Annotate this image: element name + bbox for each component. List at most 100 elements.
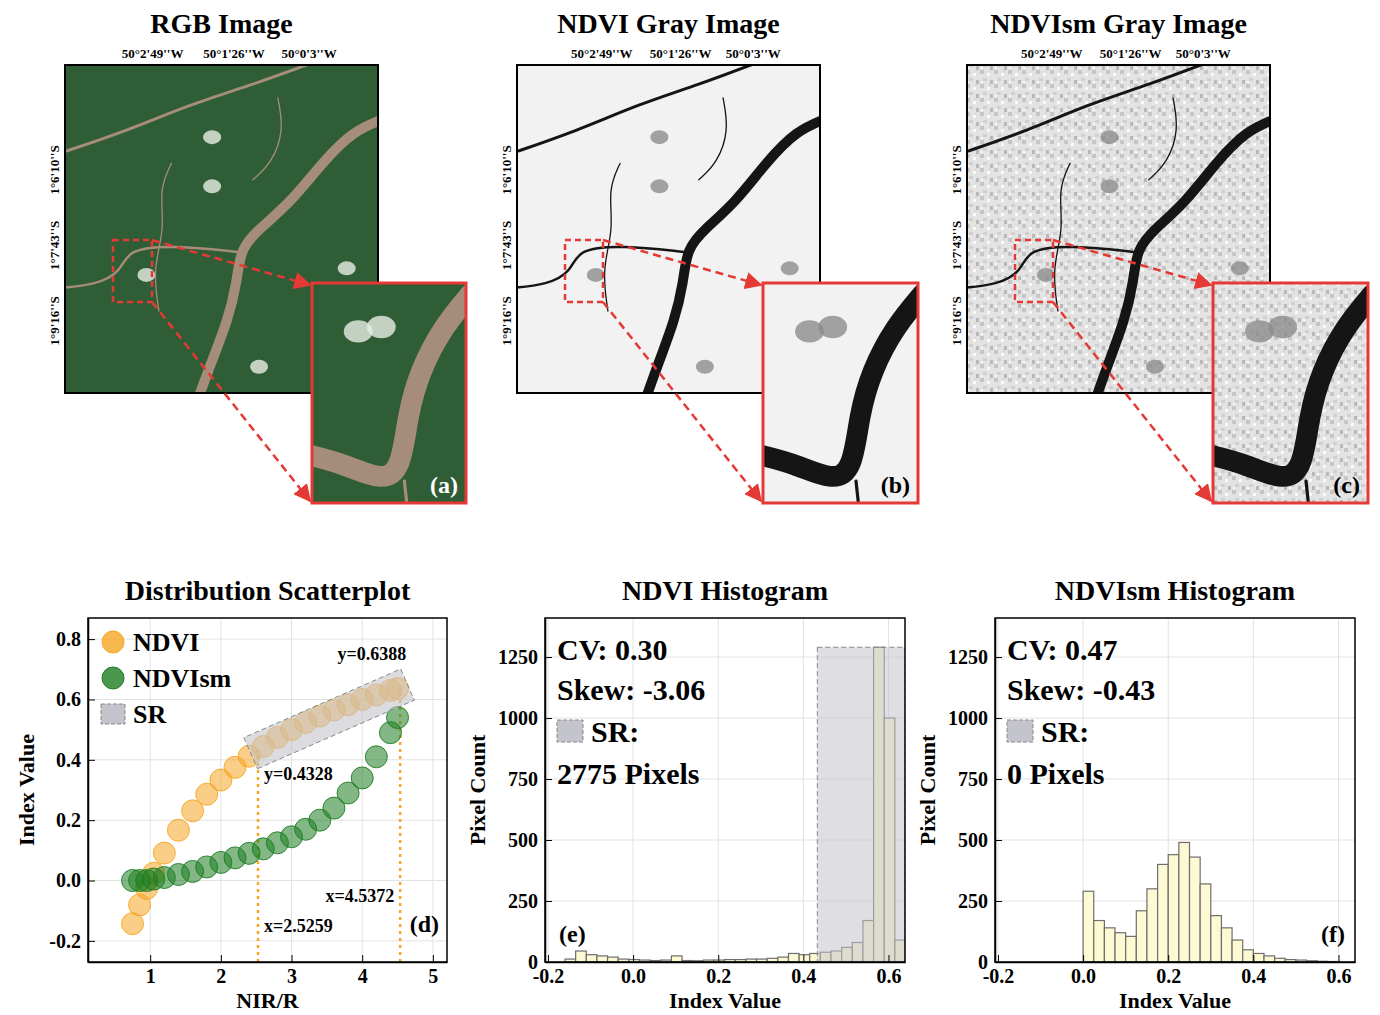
- y-tick: -0.2: [49, 930, 95, 952]
- point: [351, 767, 373, 789]
- y-tick-label: 750: [958, 768, 988, 790]
- zoom-arrow: [603, 240, 761, 285]
- image-patch: [250, 360, 268, 374]
- bar: [1126, 936, 1137, 962]
- y-tick: 1250: [498, 646, 552, 668]
- stat-label: Skew: -0.43: [1007, 673, 1155, 706]
- zoom-arrow: [152, 302, 310, 501]
- inset-frame: [763, 283, 918, 503]
- bar: [1243, 950, 1254, 962]
- image-patch: [203, 179, 221, 193]
- image-panel: NDVI Gray Image50°2'49''W50°1'26''W50°0'…: [499, 8, 923, 510]
- legend: NDVINDVIsmSR: [101, 628, 232, 729]
- x-tick-mark: [548, 955, 549, 962]
- x-axis-title: NIR/R: [236, 988, 299, 1013]
- latitude-label: 1°9'16''S: [499, 296, 514, 345]
- legend-label: NDVIsm: [133, 664, 232, 693]
- chart-title: NDVI Histogram: [622, 575, 828, 606]
- y-axis-line: [88, 619, 90, 963]
- stats: CV: 0.47Skew: -0.43SR:0 Pixels: [1007, 633, 1155, 790]
- y-tick: 750: [508, 768, 552, 790]
- y-tick-label: 250: [958, 890, 988, 912]
- x-tick-label: 0.0: [1071, 965, 1096, 987]
- y-tick-mark: [995, 657, 1002, 658]
- image-patch: [1100, 130, 1118, 144]
- grid-line: [997, 618, 998, 962]
- river: [856, 481, 859, 503]
- latitude-label: 1°7'43''S: [499, 221, 514, 270]
- zoom-box: [113, 240, 152, 302]
- river: [1213, 294, 1368, 476]
- x-axis-title: Index Value: [1119, 988, 1231, 1013]
- grid-line: [88, 940, 447, 941]
- bar: [1136, 911, 1147, 962]
- y-tick-mark: [88, 820, 95, 821]
- bar: [799, 955, 810, 962]
- x-tick-mark: [1253, 955, 1254, 962]
- y-tick-mark: [995, 901, 1002, 902]
- y-tick-mark: [545, 718, 552, 719]
- latitude-label: 1°7'43''S: [47, 221, 62, 270]
- river: [517, 65, 759, 154]
- image-patch: [696, 360, 714, 374]
- bar: [1253, 953, 1264, 962]
- panel-letter: (d): [410, 911, 439, 937]
- y-tick-mark: [545, 962, 552, 963]
- river: [312, 294, 466, 476]
- x-tick-mark: [718, 955, 719, 962]
- bar: [1221, 928, 1232, 962]
- x-tick-mark: [150, 955, 151, 962]
- x-tick-label: 4: [358, 965, 368, 987]
- y-tick: 1000: [948, 707, 1002, 729]
- x-tick-label: 0.6: [1326, 965, 1351, 987]
- image-content: [1213, 283, 1368, 503]
- x-axis-line: [996, 962, 1356, 964]
- panel-letter: (a): [430, 472, 458, 498]
- y-tick-mark: [88, 699, 95, 700]
- image-patch: [1100, 179, 1118, 193]
- x-tick-label: 0.4: [791, 965, 816, 987]
- y-tick: 250: [508, 890, 552, 912]
- y-tick-label: 0.0: [56, 869, 81, 891]
- image-panel: NDVIsm Gray Image50°2'49''W50°1'26''W50°…: [949, 8, 1373, 510]
- y-tick: 0.4: [56, 749, 95, 771]
- bar: [671, 956, 682, 962]
- y-tick-mark: [88, 881, 95, 882]
- grid: [545, 618, 905, 962]
- latitude-label: 1°9'16''S: [47, 296, 62, 345]
- zoom-arrow: [1053, 240, 1211, 285]
- y-tick-mark: [545, 657, 552, 658]
- figure: RGB Image50°2'49''W50°1'26''W50°0'3''W1°…: [0, 0, 1380, 1015]
- annotation: y=0.6388: [337, 644, 406, 664]
- y-tick: 250: [958, 890, 1002, 912]
- image-content: [763, 283, 918, 503]
- sr-pixels: 2775 Pixels: [557, 757, 700, 790]
- bar: [1168, 855, 1179, 962]
- panel-letter: (e): [559, 921, 586, 947]
- y-tick-mark: [545, 779, 552, 780]
- x-tick: 1: [146, 955, 156, 987]
- y-tick-label: 0: [978, 951, 988, 973]
- x-tick-mark: [1338, 955, 1339, 962]
- image-title: NDVI Gray Image: [557, 8, 779, 39]
- bar: [788, 953, 799, 962]
- zoom-arrow: [603, 302, 761, 501]
- river: [404, 481, 407, 503]
- plot-frame: [995, 618, 1355, 962]
- chart-title: NDVIsm Histogram: [1055, 575, 1295, 606]
- bar: [1094, 921, 1105, 962]
- zoom-box: [565, 240, 603, 302]
- river: [253, 98, 281, 180]
- x-axis-line: [89, 962, 448, 964]
- longitude-label: 50°1'26''W: [650, 46, 712, 61]
- image-patch: [1146, 360, 1164, 374]
- x-axis-title: Index Value: [669, 988, 781, 1013]
- x-tick: 0.0: [1071, 955, 1096, 987]
- grid-line: [547, 618, 548, 962]
- y-tick-label: 500: [958, 829, 988, 851]
- x-tick-label: 0.6: [876, 965, 901, 987]
- river: [65, 65, 315, 154]
- river: [517, 247, 684, 288]
- y-tick-mark: [88, 941, 95, 942]
- y-tick: 500: [958, 829, 1002, 851]
